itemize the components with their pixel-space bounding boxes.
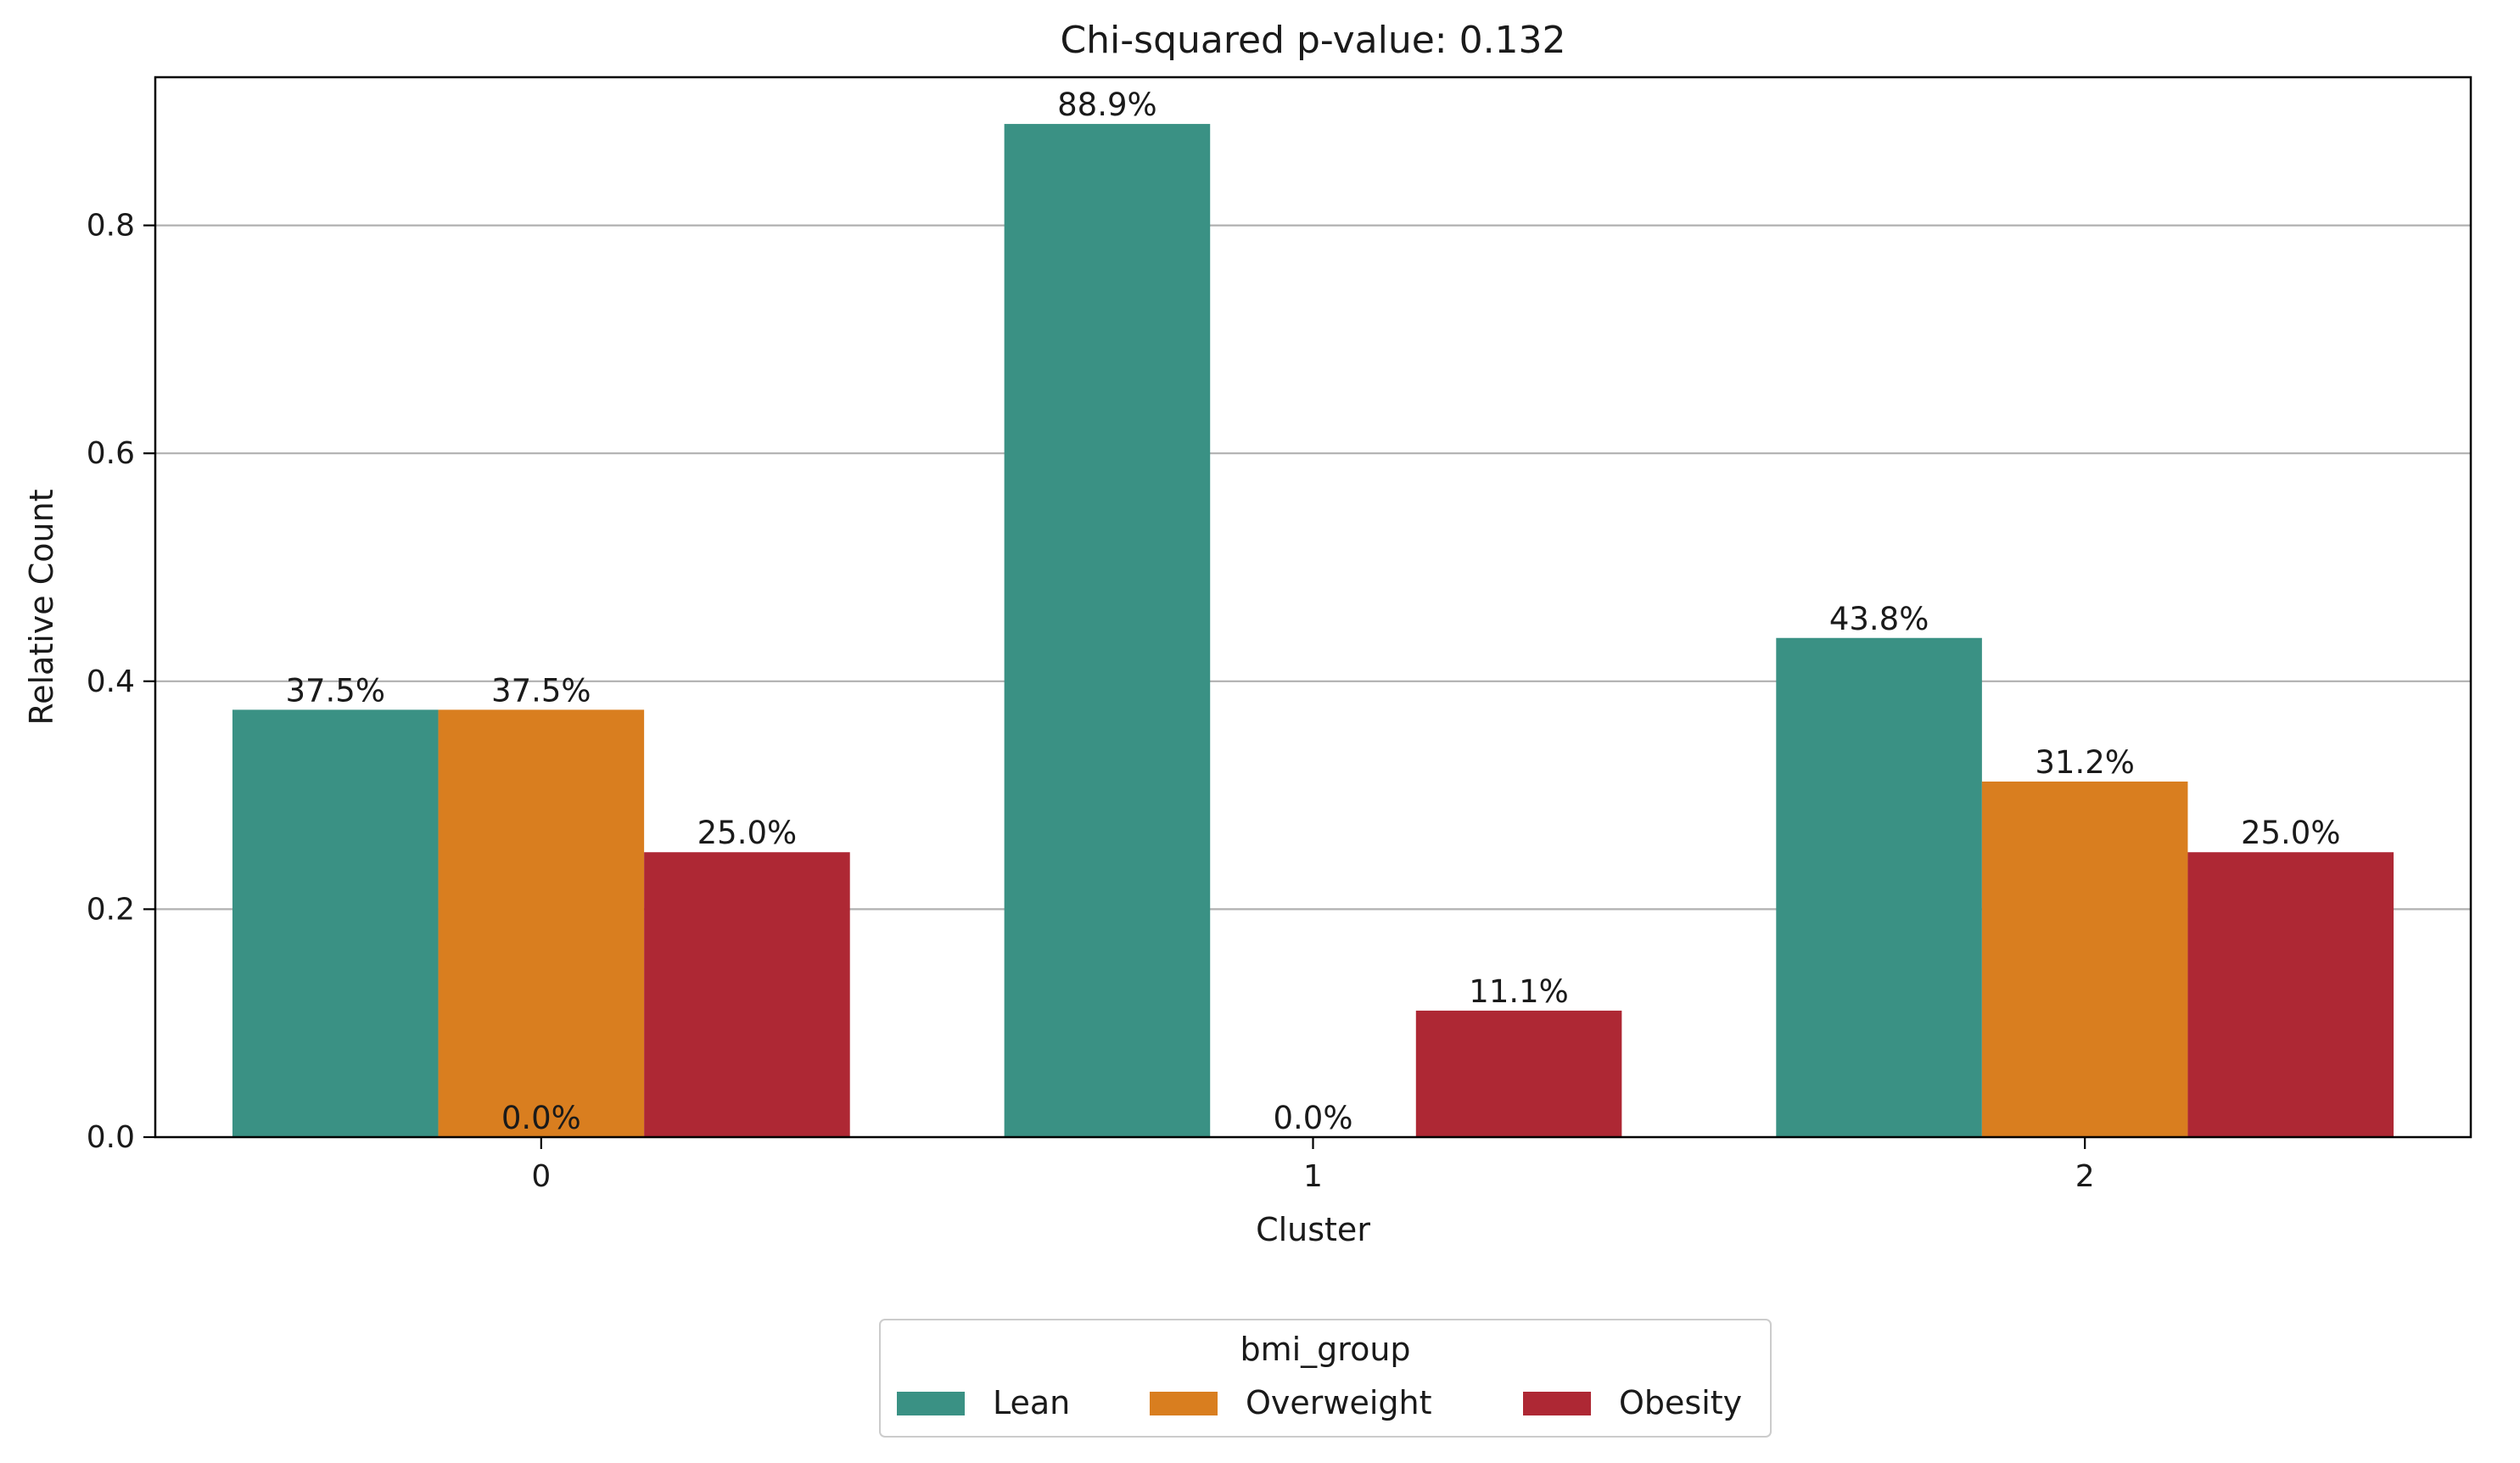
chart-title: Chi-squared p-value: 0.132 <box>1060 19 1565 62</box>
bar-obesity-cluster-1 <box>1415 1010 1622 1137</box>
bar-value-label: 37.5% <box>491 672 591 709</box>
legend-label-overweight: Overweight <box>1246 1384 1432 1421</box>
x-tick-label: 1 <box>1303 1159 1323 1194</box>
bar-overweight-cluster-2 <box>1981 781 2188 1137</box>
bar-value-label: 88.9% <box>1057 87 1157 123</box>
legend-swatch-overweight <box>1150 1392 1218 1415</box>
bar-value-label: 11.1% <box>1469 973 1569 1010</box>
bar-value-label-extra: 0.0% <box>501 1100 581 1136</box>
y-tick-label: 0.4 <box>87 664 135 699</box>
legend: bmi_group Lean Overweight Obesity <box>879 1319 1772 1438</box>
legend-swatch-obesity <box>1523 1392 1591 1415</box>
bar-value-label: 43.8% <box>1829 601 1929 637</box>
bar-lean-cluster-1 <box>1004 124 1211 1137</box>
legend-label-lean: Lean <box>993 1384 1070 1421</box>
legend-label-obesity: Obesity <box>1619 1384 1742 1421</box>
x-axis-ticks: 0 1 2 <box>531 1137 2095 1194</box>
bar-value-label: 25.0% <box>697 815 798 851</box>
legend-swatch-lean <box>897 1392 965 1415</box>
legend-items: Lean Overweight Obesity <box>897 1384 1742 1421</box>
y-tick-label: 0.8 <box>87 209 135 244</box>
bar-value-labels: 37.5% 88.9% 43.8% 37.5% 0.0% 31.2% 25.0% 11.1% 2… <box>285 87 2340 1136</box>
legend-title: bmi_group <box>1240 1331 1410 1368</box>
x-tick-label: 2 <box>2075 1159 2095 1194</box>
y-tick-label: 0.6 <box>87 436 135 471</box>
y-axis-label: Relative Count <box>23 489 60 725</box>
bar-obesity-cluster-0 <box>644 852 850 1137</box>
bar-obesity-cluster-2 <box>2187 852 2394 1137</box>
bar-lean-cluster-2 <box>1776 637 1982 1137</box>
bar-value-label: 37.5% <box>285 672 385 709</box>
x-axis-label: Cluster <box>1256 1211 1370 1248</box>
bar-value-label: 31.2% <box>2035 744 2135 781</box>
bar-overweight-cluster-0 <box>438 709 645 1137</box>
bar-value-label: 0.0% <box>1274 1100 1353 1136</box>
y-axis-ticks: 0.0 0.2 0.4 0.6 0.8 <box>87 209 155 1155</box>
bars <box>232 124 2394 1137</box>
y-tick-label: 0.0 <box>87 1120 135 1155</box>
y-tick-label: 0.2 <box>87 892 135 927</box>
x-tick-label: 0 <box>531 1159 551 1194</box>
bar-lean-cluster-0 <box>232 709 439 1137</box>
bar-value-label: 25.0% <box>2241 815 2341 851</box>
